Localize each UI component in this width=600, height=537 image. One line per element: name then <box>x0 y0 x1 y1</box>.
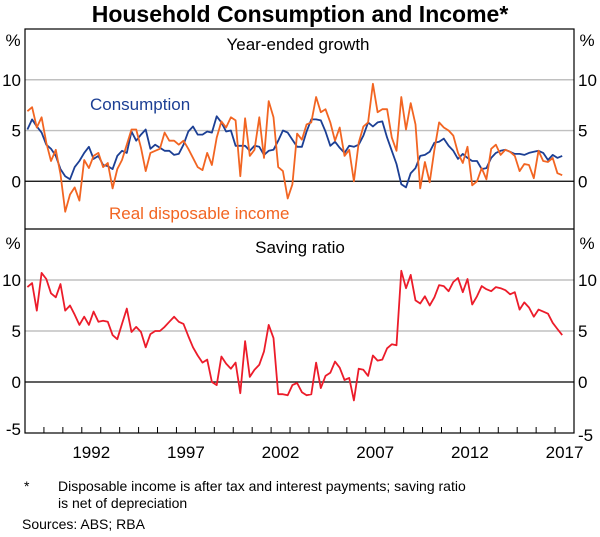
x-tick-label: 2012 <box>451 443 489 462</box>
top-panel-title: Year-ended growth <box>226 35 369 54</box>
y-tick-label-right: 0 <box>578 373 587 392</box>
legend-consumption: Consumption <box>90 95 190 114</box>
footnote-line-1: Disposable income is after tax and inter… <box>58 478 466 494</box>
series-line-consumption <box>26 115 563 189</box>
x-tick-label: 2007 <box>356 443 394 462</box>
bottom-right-unit: % <box>579 234 594 253</box>
x-tick-label: 2017 <box>546 443 584 462</box>
y-tick-label-left: 10 <box>2 71 21 90</box>
series-line-saving-ratio <box>26 269 563 402</box>
y-tick-label-left: 10 <box>2 271 21 290</box>
y-tick-label-right: 0 <box>578 172 587 191</box>
bottom-left-unit: % <box>5 234 20 253</box>
y-tick-label-right: 10 <box>578 71 597 90</box>
footnote-line-2: is net of depreciation <box>58 495 187 511</box>
footnote-marker: * <box>24 478 30 494</box>
x-tick-label: 2002 <box>262 443 300 462</box>
plot-frame <box>24 28 575 434</box>
y-tick-label-left: -5 <box>6 420 21 439</box>
x-tick-label: 1997 <box>167 443 205 462</box>
gridlines <box>25 79 574 383</box>
y-tick-label-right: 10 <box>578 271 597 290</box>
y-tick-label-left: 5 <box>12 122 21 141</box>
y-tick-label-right: 5 <box>578 122 587 141</box>
bottom-panel-title: Saving ratio <box>255 238 345 257</box>
top-left-unit: % <box>5 31 20 50</box>
series-lines <box>26 82 563 402</box>
y-tick-label-right: 5 <box>578 322 587 341</box>
y-tick-label-left: 5 <box>12 322 21 341</box>
x-tick-label: 1992 <box>72 443 110 462</box>
axis-labels: 0 0 5 5 10 10 -5 -5 0 0 5 5 10 10 1992 1997 2002 2007 2012… <box>2 71 597 462</box>
y-tick-label-left: 0 <box>12 172 21 191</box>
top-right-unit: % <box>579 31 594 50</box>
y-tick-label-right: -5 <box>578 426 593 445</box>
sources-note: Sources: ABS; RBA <box>22 516 146 532</box>
chart-title: Household Consumption and Income* <box>92 1 509 27</box>
legend-real-disposable-income: Real disposable income <box>109 204 290 223</box>
series-line-real-disposable-income <box>26 82 563 213</box>
y-tick-label-left: 0 <box>12 373 21 392</box>
axes <box>24 28 575 434</box>
